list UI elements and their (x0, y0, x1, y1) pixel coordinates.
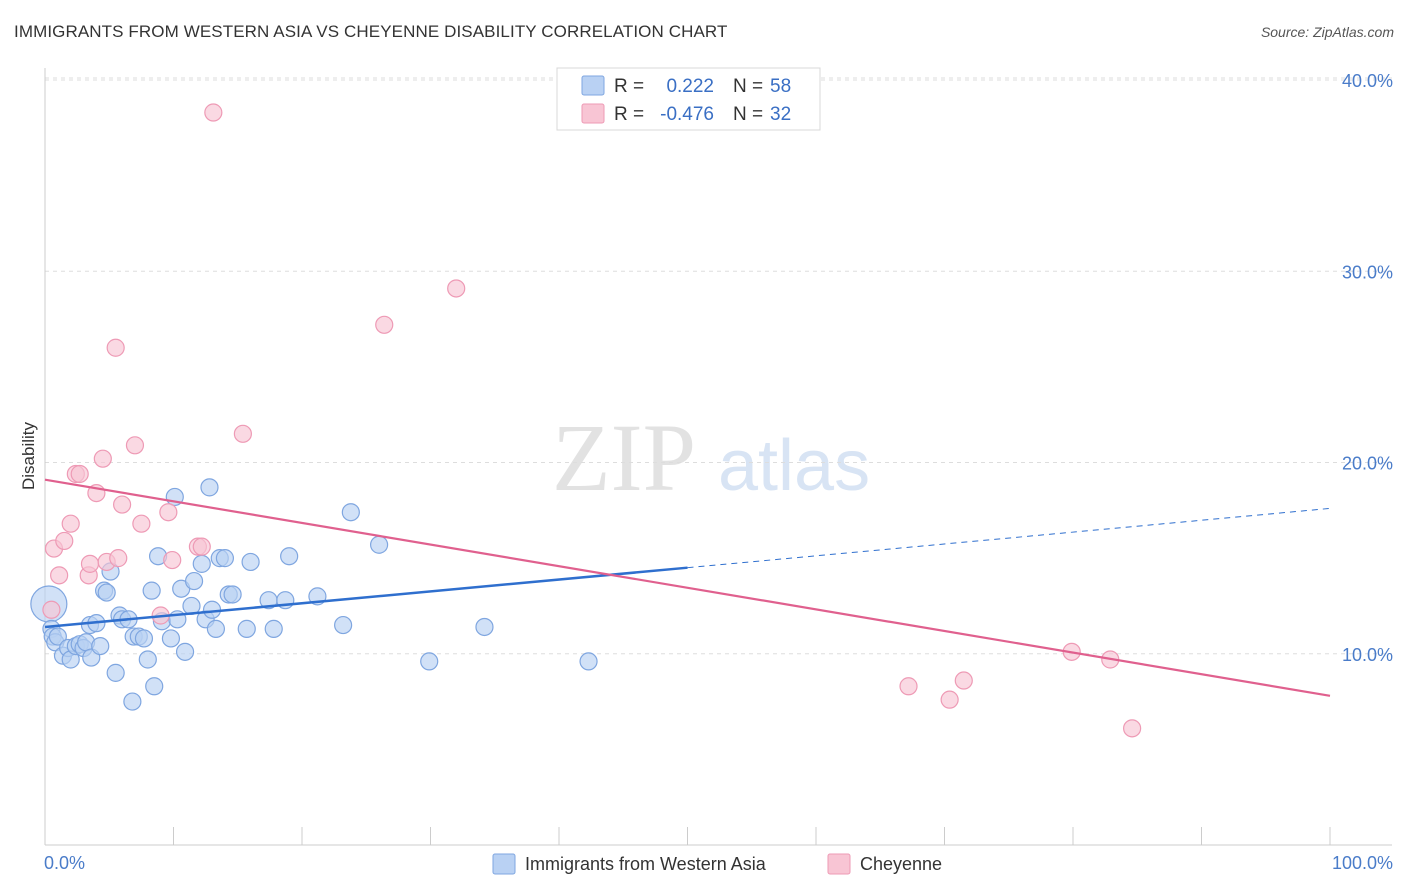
immigrants-point (475, 617, 494, 637)
series-legend-label-cheyenne: Cheyenne (860, 854, 942, 874)
immigrants-point (48, 627, 67, 646)
y-tick-label-40: 40.0% (1342, 71, 1393, 91)
cheyenne-point (55, 531, 74, 551)
cheyenne-point (204, 103, 223, 122)
series-legend-label-immigrants: Immigrants from Western Asia (525, 854, 767, 874)
immigrants-point (200, 478, 219, 497)
immigrants-point (175, 642, 195, 661)
trend-line-immigrants-extension (687, 507, 1331, 569)
cheyenne-point (61, 514, 80, 533)
cheyenne-point (125, 436, 145, 455)
immigrants-point (206, 619, 226, 638)
immigrants-point (142, 581, 161, 600)
immigrants-point (370, 535, 389, 554)
legend-n-label-pink: N = (733, 104, 763, 125)
cheyenne-point (80, 554, 100, 573)
cheyenne-point (112, 495, 132, 514)
y-tick-label-30: 30.0% (1342, 262, 1393, 282)
immigrants-point (280, 547, 299, 566)
immigrants-point (138, 650, 157, 669)
trend-lines (44, 478, 1331, 697)
y-tick-labels: 10.0% 20.0% 30.0% 40.0% (1342, 71, 1393, 665)
immigrants-point (334, 615, 353, 635)
immigrants-point (123, 692, 142, 711)
immigrants-point (145, 677, 164, 696)
cheyenne-point (109, 549, 128, 568)
legend-swatch-blue (581, 75, 605, 96)
y-axis-label: Disability (19, 421, 38, 490)
immigrants-point (223, 585, 242, 604)
cheyenne-point (954, 671, 973, 690)
immigrants-point (579, 652, 598, 671)
watermark-atlas: atlas (718, 426, 870, 506)
legend-r-value-pink: -0.476 (660, 104, 714, 125)
cheyenne-point (50, 566, 69, 585)
cheyenne-point (1123, 719, 1142, 738)
x-tick-label-max: 100.0% (1332, 853, 1393, 873)
trend-line-immigrants (44, 566, 688, 629)
cheyenne-point (375, 315, 394, 334)
immigrants-point (134, 629, 154, 648)
legend-n-value-pink: 32 (770, 104, 791, 125)
immigrants-point (420, 652, 439, 671)
cheyenne-point (70, 464, 89, 484)
series-immigrants-points (30, 478, 598, 711)
legend-r-label-pink: R = (614, 104, 644, 125)
y-tick-label-20: 20.0% (1342, 454, 1393, 474)
series-legend-swatch-immigrants (492, 853, 516, 875)
legend-swatch-pink (581, 103, 605, 124)
cheyenne-point (940, 690, 959, 709)
axes (44, 68, 1392, 846)
cheyenne-point (192, 537, 211, 556)
cheyenne-point (163, 550, 182, 570)
legend-n-value-blue: 58 (770, 76, 791, 97)
immigrants-point (215, 549, 234, 568)
cheyenne-point (233, 424, 252, 443)
y-tick-label-10: 10.0% (1342, 645, 1393, 665)
immigrants-point (192, 554, 211, 573)
immigrants-point (161, 629, 181, 648)
immigrants-point (241, 552, 260, 572)
immigrants-point (106, 663, 125, 682)
cheyenne-point (132, 514, 151, 533)
stats-legend: R = 0.222 N = 58 R = -0.476 N = 32 (556, 67, 821, 131)
chart-title: IMMIGRANTS FROM WESTERN ASIA VS CHEYENNE… (14, 22, 728, 41)
cheyenne-point (93, 449, 112, 468)
legend-r-label-blue: R = (614, 76, 644, 97)
cheyenne-point (447, 279, 466, 298)
source-credit: Source: ZipAtlas.com (1260, 24, 1394, 40)
immigrants-point (97, 583, 116, 602)
immigrants-point (341, 503, 360, 522)
x-tick-label-min: 0.0% (44, 853, 85, 873)
legend-n-label-blue: N = (733, 76, 763, 97)
x-tick-marks (44, 827, 1331, 845)
legend-r-value-blue: 0.222 (666, 76, 714, 97)
immigrants-point (264, 619, 283, 638)
immigrants-point (91, 636, 110, 656)
cheyenne-point (42, 600, 61, 619)
cheyenne-point (106, 338, 125, 357)
series-legend: Immigrants from Western Asia Cheyenne (492, 853, 942, 875)
series-legend-swatch-cheyenne (827, 853, 851, 875)
watermark-zip: ZIP (552, 404, 696, 511)
immigrants-point (237, 619, 256, 638)
cheyenne-point (899, 677, 918, 696)
trend-line-cheyenne (44, 478, 1331, 697)
cheyenne-point (159, 503, 178, 522)
immigrants-point (184, 571, 204, 591)
